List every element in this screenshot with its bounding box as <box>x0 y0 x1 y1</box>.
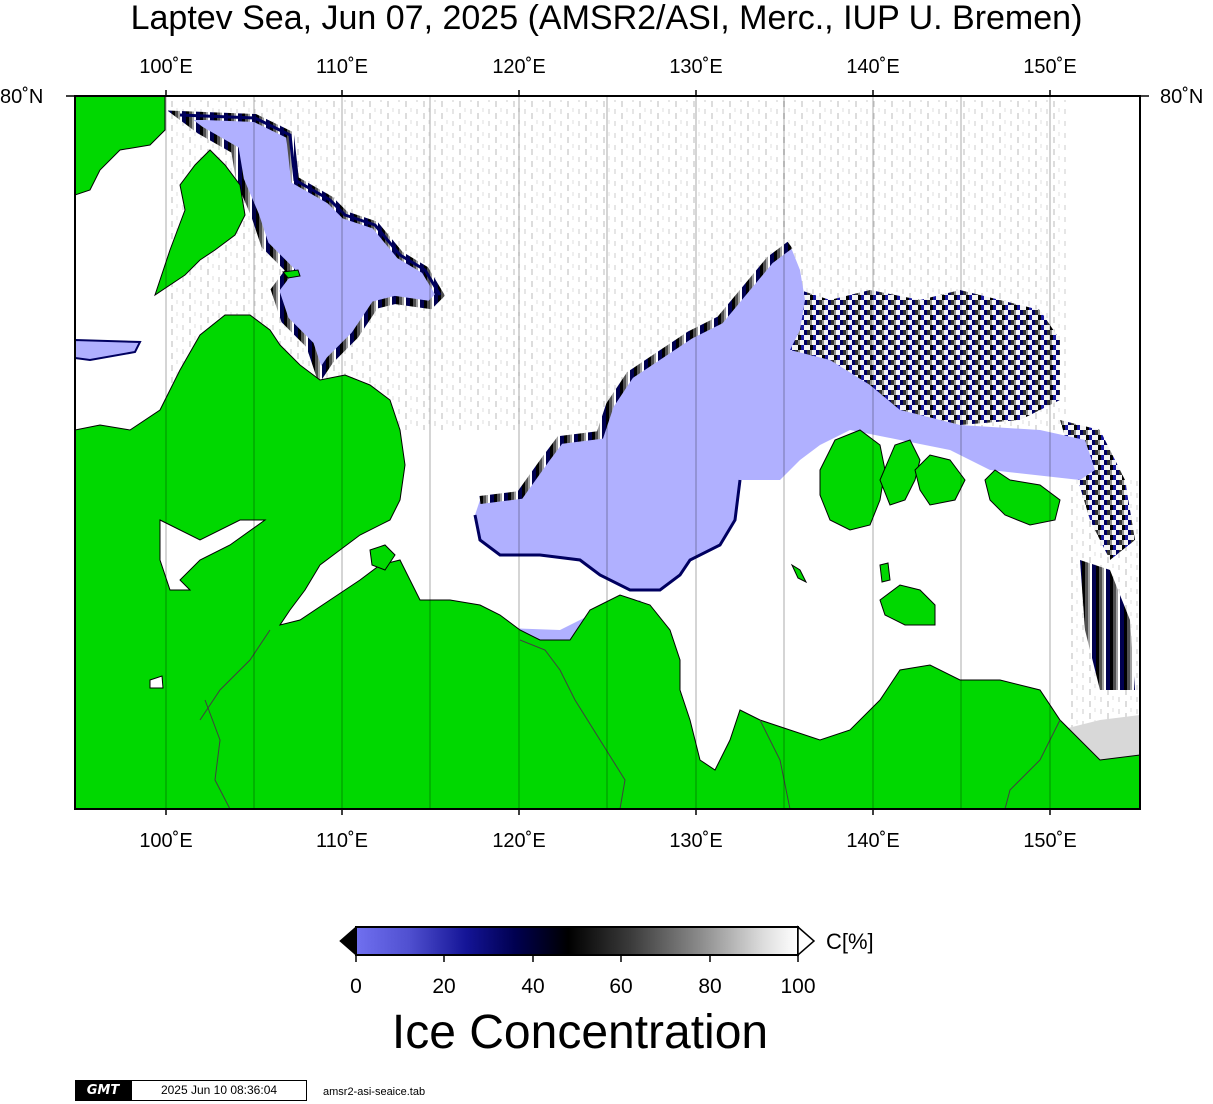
river-lena <box>519 639 626 809</box>
colorbar-tick-40: 40 <box>521 975 545 998</box>
land-islands-taymyr-coast <box>369 544 396 571</box>
open-water-west-inner-edge <box>179 113 442 296</box>
colorbar-tick-0: 0 <box>350 975 362 998</box>
gmt-logo: GMT <box>75 1080 131 1101</box>
border-line-2 <box>199 629 271 721</box>
land-new-siberian-island-4 <box>984 469 1061 526</box>
map-content <box>75 96 1140 809</box>
lon-label-bottom-140: 140˚E <box>846 830 900 852</box>
lon-label-top-150: 150˚E <box>1023 56 1077 78</box>
meridian-lines <box>165 96 1051 809</box>
open-water-central <box>475 245 1095 590</box>
lon-label-top-120: 120˚E <box>492 56 546 78</box>
colorbar-unit: C[%] <box>826 929 874 954</box>
lon-label-bottom-120: 120˚E <box>492 830 546 852</box>
border-line-1 <box>204 699 231 809</box>
colorbar <box>339 925 816 962</box>
land-taymyr <box>75 314 1140 809</box>
border-line-3 <box>759 719 791 809</box>
colorbar-gradient <box>355 926 799 956</box>
open-water-central-south-edge <box>473 479 742 592</box>
open-water-central-edge <box>479 241 793 504</box>
gmt-timestamp: 2025 Jun 10 08:36:04 <box>131 1080 307 1101</box>
land-new-siberian-island-1 <box>819 429 886 531</box>
land-lake-small <box>149 675 164 689</box>
land-island-northwest <box>154 149 246 297</box>
map-title: Laptev Sea, Jun 07, 2025 (AMSR2/ASI, Mer… <box>130 0 1083 37</box>
source-file-label: amsr2-asi-seaice.tab <box>323 1086 426 1098</box>
lon-label-bottom-130: 130˚E <box>669 830 723 852</box>
land-island-small-b <box>879 562 891 583</box>
lat-label-right: 80˚N <box>1160 86 1204 108</box>
colorbar-tick-80: 80 <box>698 975 722 998</box>
lon-label-top-100: 100˚E <box>139 56 193 78</box>
land-lake-taymyr <box>159 519 267 591</box>
lon-label-top-130: 130˚E <box>669 56 723 78</box>
land-island-small-c <box>790 563 808 584</box>
open-water-westernmost <box>75 338 142 362</box>
colorbar-title: Ice Concentration <box>391 1006 769 1059</box>
colorbar-low-triangle <box>339 925 357 957</box>
colorbar-high-triangle <box>797 925 816 957</box>
lon-label-top-110: 110˚E <box>316 56 368 78</box>
land-northwest-corner <box>75 96 166 196</box>
land-new-siberian-island-3 <box>914 454 966 506</box>
colorbar-tick-60: 60 <box>609 975 633 998</box>
lon-label-bottom-110: 110˚E <box>316 830 368 852</box>
lon-label-top-140: 140˚E <box>846 56 900 78</box>
colorbar-tick-100: 100 <box>780 975 816 998</box>
ice-edge-right <box>1080 560 1135 690</box>
lon-label-bottom-150: 150˚E <box>1023 830 1077 852</box>
lat-label-left: 80˚N <box>0 86 44 108</box>
land-island-small-a <box>879 584 936 626</box>
map-frame <box>74 95 1141 810</box>
lon-label-bottom-100: 100˚E <box>139 830 193 852</box>
land-small-island-1 <box>282 269 301 279</box>
frame-ticks <box>66 90 1149 815</box>
colorbar-tick-20: 20 <box>432 975 456 998</box>
